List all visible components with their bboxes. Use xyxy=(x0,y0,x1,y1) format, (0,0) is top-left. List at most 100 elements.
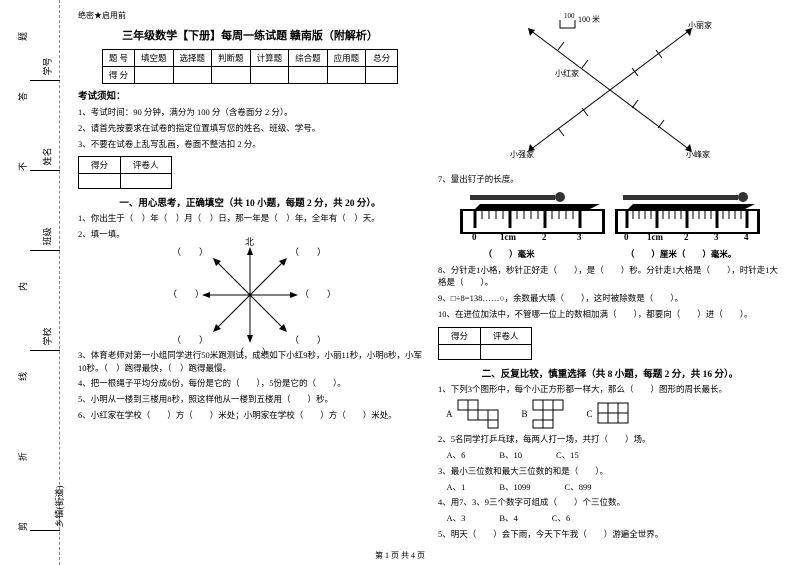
th-app: 应用题 xyxy=(327,50,366,67)
td-blank xyxy=(212,67,251,84)
paper-title: 三年级数学【下册】每周一练试题 赣南版（附解析） xyxy=(78,27,422,43)
question-1: 1、你出生于（ ）年（ ）月（ ）日，那一年是（ ）年，全年有（ ）天。 xyxy=(78,212,422,225)
question-8: 8、分针走1小格，秒针正好走（ ），是（ ）秒。分针走1大格是（ ），时针走1大… xyxy=(438,264,782,290)
question-2-5: 5、明天（ ）会下雨，今天下午我（ ）游遍全世界。 xyxy=(438,528,782,541)
section-1-title: 一、用心思考，正确填空（共 10 小题，每题 2 分，共 20 分）。 xyxy=(78,195,422,209)
shapes-row: A B xyxy=(446,399,774,429)
score-table: 题 号 填空题 选择题 判断题 计算题 综合题 应用题 总分 得 分 xyxy=(102,49,398,84)
margin-cut: 剪 xyxy=(16,522,29,531)
eval-score-2: 得分 xyxy=(439,327,481,344)
compass-blank-ne: （ ） xyxy=(290,245,326,258)
ruler-answer-left: （ ）毫米 xyxy=(484,248,535,261)
shape-c: C xyxy=(587,402,632,427)
notice-1: 1、考试时间：90 分钟，满分为 100 分（含卷面分 2 分）。 xyxy=(78,106,422,119)
notice-2: 2、请首先按要求在试卷的指定位置填写您的姓名、班级、学号。 xyxy=(78,122,422,135)
compass-diagram: 北 （ ） （ ） （ ） （ ） （ ） （ ） （ ） xyxy=(200,245,300,345)
question-2-3-opts: A、1 B、1099 C、899 xyxy=(438,481,782,494)
binding-margin: 题 学号 答 姓名 不 班级 内 学校 线 折 乡镇(街道) 剪 xyxy=(0,0,60,565)
score-value-row: 得 分 xyxy=(102,67,397,84)
ruler1-tick-0: 0 xyxy=(472,232,477,242)
eval-reviewer-2: 评卷人 xyxy=(481,327,532,344)
compass-blank-nw: （ ） xyxy=(172,245,208,258)
svg-text:2: 2 xyxy=(684,232,689,242)
question-2-4-opts: A、3 B、4 C、6 xyxy=(438,512,782,525)
margin-school: 学校 xyxy=(41,327,54,345)
score-header-row: 题 号 填空题 选择题 判断题 计算题 综合题 应用题 总分 xyxy=(102,50,397,67)
svg-text:0: 0 xyxy=(624,232,629,242)
eval-blank xyxy=(121,174,172,189)
margin-underline xyxy=(30,250,60,251)
shape-a-label: A xyxy=(446,409,453,419)
left-column: 绝密★启用前 三年级数学【下册】每周一练试题 赣南版（附解析） 题 号 填空题 … xyxy=(70,10,430,550)
eval-box-1: 得分评卷人 xyxy=(78,156,172,189)
th-num: 题 号 xyxy=(102,50,134,67)
content-area: 绝密★启用前 三年级数学【下册】每周一练试题 赣南版（附解析） 题 号 填空题 … xyxy=(70,10,790,550)
question-7: 7、量出钉子的长度。 xyxy=(438,173,782,186)
question-2-4: 4、用7、3、9三个数字可组成（ ）个三位数。 xyxy=(438,496,782,509)
margin-underline xyxy=(30,80,60,81)
ruler1-tick-1: 1cm xyxy=(500,232,516,242)
right-column: 100 小丽家 小红家 小强家 小峰家 100 米 7、量出钉子的长度。 xyxy=(430,10,790,550)
question-5: 5、小明从一楼到三楼用8秒，照这样他从一楼到五楼用（ ）秒。 xyxy=(78,393,422,406)
margin-name: 姓名 xyxy=(41,147,54,165)
eval-blank xyxy=(439,344,481,359)
question-2-2: 2、5名同学打乒乓球，每两人打一场，共打（ ）场。 xyxy=(438,433,782,446)
cross-label-br: 小峰家 xyxy=(686,149,710,160)
margin-line: 线 xyxy=(16,372,29,381)
notice-3: 3、不要在试卷上乱写乱画，卷面不整洁扣 2 分。 xyxy=(78,138,422,151)
section-2-title: 二、反复比较，慎重选择（共 8 小题，每题 2 分，共 16 分）。 xyxy=(438,366,782,380)
margin-township: 乡镇(街道) xyxy=(53,486,66,528)
cross-label-bl: 小强家 xyxy=(510,149,534,160)
question-10: 10、在进位加法中，不管哪一位上的数相加满（ ），都要向（ ）进（ ）。 xyxy=(438,308,782,321)
eval-blank xyxy=(79,174,121,189)
compass-blank-w: （ ） xyxy=(168,287,204,300)
th-judge: 判断题 xyxy=(212,50,251,67)
shape-b: B xyxy=(522,399,567,429)
notice-title: 考试须知： xyxy=(78,88,422,102)
eval-blank xyxy=(481,344,532,359)
compass-svg xyxy=(200,245,300,345)
th-calc: 计算题 xyxy=(250,50,289,67)
svg-text:100: 100 xyxy=(564,12,575,20)
compass-blank-se: （ ） xyxy=(290,333,326,346)
compass-blank-sw: （ ） xyxy=(172,333,208,346)
td-blank xyxy=(366,67,398,84)
cross-label-tr: 小丽家 xyxy=(688,20,712,31)
td-blank xyxy=(135,67,174,84)
td-blank xyxy=(327,67,366,84)
td-blank xyxy=(250,67,289,84)
ruler-2: 0 1cm 2 3 4 xyxy=(615,192,760,242)
ruler1-tick-2: 2 xyxy=(542,232,547,242)
th-fill: 填空题 xyxy=(135,50,174,67)
td-blank xyxy=(289,67,328,84)
th-comp: 综合题 xyxy=(289,50,328,67)
cross-svg: 100 xyxy=(500,10,720,170)
eval-reviewer: 评卷人 xyxy=(121,157,172,174)
rulers-row: 0 1cm 2 3 xyxy=(438,192,782,242)
margin-underline xyxy=(30,350,60,351)
margin-question: 题 xyxy=(16,32,29,41)
shape-c-label: C xyxy=(587,409,593,419)
td-blank xyxy=(173,67,212,84)
compass-blank-e: （ ） xyxy=(300,287,336,300)
shape-a: A xyxy=(446,399,502,429)
eval-box-2: 得分评卷人 xyxy=(438,327,532,360)
margin-inner: 内 xyxy=(16,282,29,291)
margin-fold: 折 xyxy=(16,452,29,461)
th-choice: 选择题 xyxy=(173,50,212,67)
cross-label-ml: 小红家 xyxy=(555,68,579,79)
question-9: 9、□÷8=138……○，余数最大填（ ），这时被除数是（ ）。 xyxy=(438,292,782,305)
question-6: 6、小红家在学校（ ）方（ ）米处；小明家在学校（ ）方（ ）米处。 xyxy=(78,409,422,422)
question-2-2-opts: A、6 B、10 C、15 xyxy=(438,449,782,462)
compass-blank-s: （ ） xyxy=(235,345,271,358)
cross-label-meter: 100 米 xyxy=(578,14,600,25)
ruler-answer-right: （ ）厘米（ ）毫米。 xyxy=(626,248,737,261)
margin-class: 班级 xyxy=(41,227,54,245)
margin-underline xyxy=(30,170,60,171)
shape-b-label: B xyxy=(522,409,528,419)
margin-id: 学号 xyxy=(41,57,54,75)
margin-answer: 答 xyxy=(16,92,29,101)
svg-text:3: 3 xyxy=(714,232,719,242)
ruler1-tick-3: 3 xyxy=(577,232,582,242)
margin-no: 不 xyxy=(16,162,29,171)
